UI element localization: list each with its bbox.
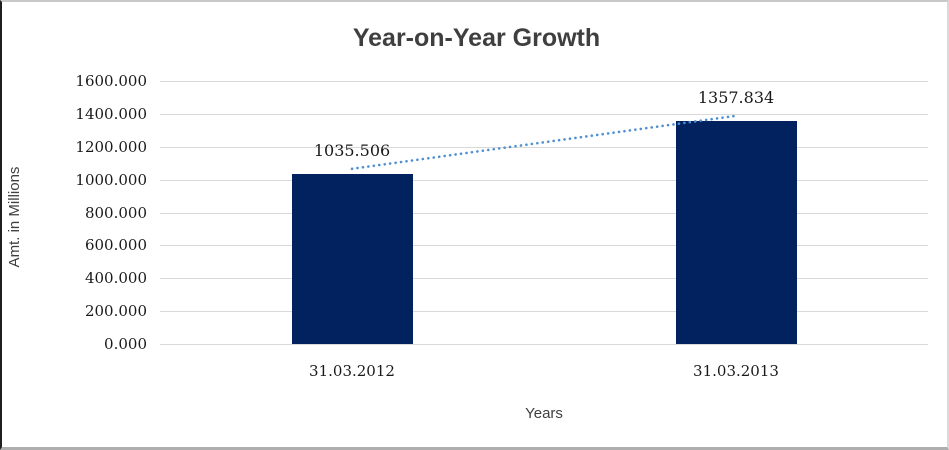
chart-title: Year-on-Year Growth — [352, 24, 601, 52]
y-tick-label: 600.000 — [84, 236, 147, 255]
y-tick-label: 0.000 — [104, 335, 147, 353]
category-label: 31.03.2013 — [693, 362, 779, 380]
gridline — [160, 81, 928, 82]
gridline — [160, 245, 928, 247]
y-tick-label: 1400.000 — [75, 104, 147, 123]
bar-value-label: 1357.834 — [697, 87, 775, 107]
bar-value-label: 1035.506 — [313, 140, 391, 160]
y-tick-label: 200.000 — [84, 302, 147, 321]
y-tick-label: 800.000 — [84, 203, 147, 222]
gridline — [160, 113, 928, 115]
y-tick-label: 400.000 — [84, 269, 147, 288]
y-tick-label: 1600.000 — [75, 72, 147, 90]
bar-31.03.2013 — [675, 120, 797, 344]
gridline — [160, 278, 928, 280]
bar-31.03.2012 — [291, 173, 413, 344]
y-axis-title: Amt. in Millions — [6, 166, 23, 268]
x-axis-title: Years — [525, 405, 563, 422]
y-tick-label: 1000.000 — [75, 170, 147, 189]
gridline — [160, 344, 928, 345]
gridline — [160, 212, 928, 214]
category-label: 31.03.2012 — [309, 362, 395, 380]
y-tick-label: 1200.000 — [75, 137, 147, 156]
gridline — [160, 311, 928, 313]
gridline — [160, 179, 928, 181]
